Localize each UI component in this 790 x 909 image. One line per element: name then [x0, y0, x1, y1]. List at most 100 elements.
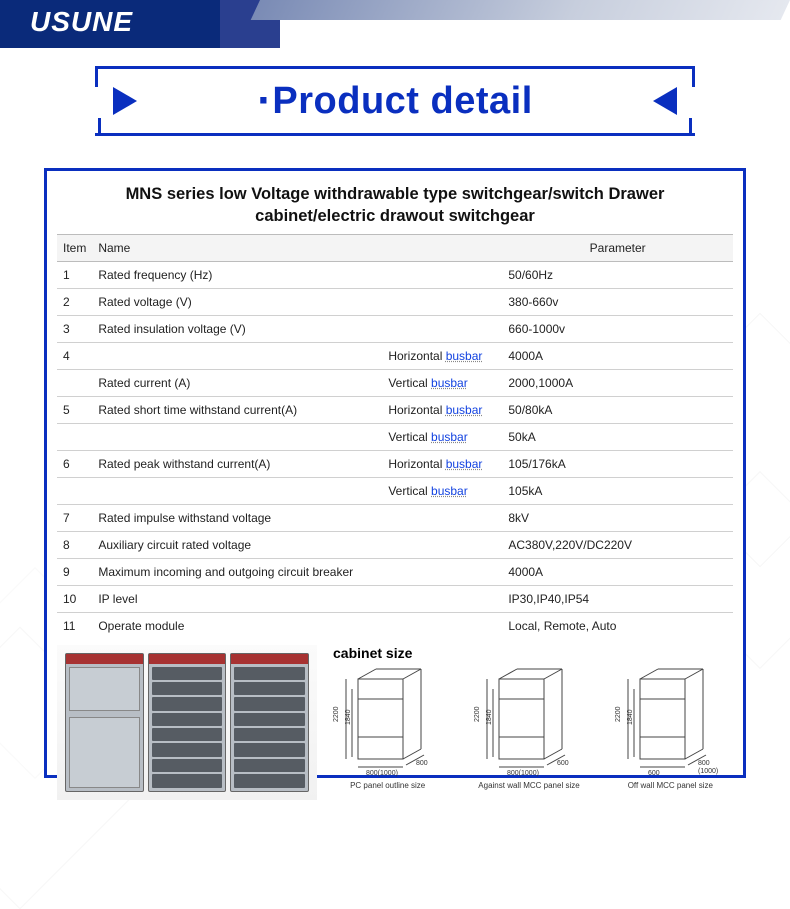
cell-param: 50/60Hz — [502, 261, 733, 288]
cell-sub: Horizontal busbar — [382, 342, 502, 369]
cell-name — [92, 342, 382, 369]
cell-sub — [382, 261, 502, 288]
banner-frame — [95, 66, 695, 136]
diagram-caption: Off wall MCC panel size — [610, 781, 730, 790]
cell-name: Rated current (A) — [92, 369, 382, 396]
cabinet-unit — [148, 653, 227, 792]
cell-sub — [382, 531, 502, 558]
table-header-row: Item Name Parameter — [57, 234, 733, 261]
dimension-svg: 2200 1840 800(1000) 600 — [469, 667, 589, 777]
cell-sub: Horizontal busbar — [382, 450, 502, 477]
svg-text:600: 600 — [557, 760, 569, 767]
cell-param: 105/176kA — [502, 450, 733, 477]
cabinet-photo — [57, 645, 317, 800]
busbar-link: busbar — [446, 349, 483, 363]
col-name: Name — [92, 234, 382, 261]
diagram-caption: Against wall MCC panel size — [469, 781, 589, 790]
cell-name — [92, 477, 382, 504]
busbar-link: busbar — [446, 457, 483, 471]
cell-item: 1 — [57, 261, 92, 288]
cell-sub — [382, 585, 502, 612]
svg-text:800: 800 — [698, 760, 710, 767]
table-row: 4 Horizontal busbar4000A — [57, 342, 733, 369]
cabinet-dimension-diagram: 2200 1840 800(1000) 800 PC panel outline… — [328, 667, 448, 790]
svg-text:(1000): (1000) — [698, 768, 718, 775]
table-row: 1Rated frequency (Hz)50/60Hz — [57, 261, 733, 288]
col-sub — [382, 234, 502, 261]
cell-name: Rated insulation voltage (V) — [92, 315, 382, 342]
cell-name: Operate module — [92, 612, 382, 639]
cabinet-dimension-diagram: 2200 1840 600 800 (1000) Off wall MCC pa… — [610, 667, 730, 790]
table-row: Rated current (A)Vertical busbar2000,100… — [57, 369, 733, 396]
table-row: 6Rated peak withstand current(A)Horizont… — [57, 450, 733, 477]
cell-sub: Vertical busbar — [382, 423, 502, 450]
cell-name: IP level — [92, 585, 382, 612]
cell-param: 50/80kA — [502, 396, 733, 423]
cell-sub: Horizontal busbar — [382, 396, 502, 423]
diagram-caption: PC panel outline size — [328, 781, 448, 790]
dimension-svg: 2200 1840 800(1000) 800 — [328, 667, 448, 777]
cell-item: 4 — [57, 342, 92, 369]
table-row: 5Rated short time withstand current(A)Ho… — [57, 396, 733, 423]
cell-name: Auxiliary circuit rated voltage — [92, 531, 382, 558]
busbar-link: busbar — [431, 376, 468, 390]
brand-logo: USUNE — [30, 6, 133, 38]
svg-text:800(1000): 800(1000) — [507, 770, 539, 777]
cabinet-dimension-diagram: 2200 1840 800(1000) 600 Against wall MCC… — [469, 667, 589, 790]
col-item: Item — [57, 234, 92, 261]
table-row: 7Rated impulse withstand voltage 8kV — [57, 504, 733, 531]
cell-sub: Vertical busbar — [382, 369, 502, 396]
cell-param: 660-1000v — [502, 315, 733, 342]
table-row: 11Operate module Local, Remote, Auto — [57, 612, 733, 639]
table-row: Vertical busbar50kA — [57, 423, 733, 450]
cell-sub — [382, 558, 502, 585]
cell-sub — [382, 612, 502, 639]
cell-param: AC380V,220V/DC220V — [502, 531, 733, 558]
cell-name: Rated impulse withstand voltage — [92, 504, 382, 531]
cell-param: 4000A — [502, 342, 733, 369]
figures-row: cabinet size 2200 1840 800(1000) 800 — [57, 645, 733, 800]
spec-box: MNS series low Voltage withdrawable type… — [44, 168, 746, 778]
table-row: 9Maximum incoming and outgoing circuit b… — [57, 558, 733, 585]
cell-sub — [382, 504, 502, 531]
cell-item: 2 — [57, 288, 92, 315]
svg-text:600: 600 — [648, 770, 660, 777]
busbar-link: busbar — [431, 430, 468, 444]
cell-item: 3 — [57, 315, 92, 342]
page-header: USUNE — [0, 0, 790, 48]
cell-item: 5 — [57, 396, 92, 423]
cell-param: 8kV — [502, 504, 733, 531]
spec-title: MNS series low Voltage withdrawable type… — [57, 181, 733, 234]
cell-param: 50kA — [502, 423, 733, 450]
cell-item — [57, 369, 92, 396]
cell-param: 380-660v — [502, 288, 733, 315]
cell-param: Local, Remote, Auto — [502, 612, 733, 639]
chevron-left-icon — [653, 87, 677, 115]
table-row: 2Rated voltage (V)380-660v — [57, 288, 733, 315]
cell-item: 6 — [57, 450, 92, 477]
cell-item — [57, 477, 92, 504]
cell-param: 4000A — [502, 558, 733, 585]
svg-text:1840: 1840 — [627, 709, 634, 725]
dimension-svg: 2200 1840 600 800 (1000) — [610, 667, 730, 777]
cell-item: 7 — [57, 504, 92, 531]
svg-text:1840: 1840 — [486, 709, 493, 725]
cell-param: 2000,1000A — [502, 369, 733, 396]
svg-text:800(1000): 800(1000) — [366, 770, 398, 777]
cell-item: 11 — [57, 612, 92, 639]
svg-text:800: 800 — [416, 760, 428, 767]
cell-name: Maximum incoming and outgoing circuit br… — [92, 558, 382, 585]
cabinet-size-block: cabinet size 2200 1840 800(1000) 800 — [325, 645, 733, 790]
cell-item — [57, 423, 92, 450]
svg-text:1840: 1840 — [345, 709, 352, 725]
svg-text:2200: 2200 — [474, 706, 481, 722]
cell-name — [92, 423, 382, 450]
cell-item: 9 — [57, 558, 92, 585]
cell-sub — [382, 288, 502, 315]
cabinet-unit — [65, 653, 144, 792]
spec-table: Item Name Parameter 1Rated frequency (Hz… — [57, 234, 733, 639]
cabinet-unit — [230, 653, 309, 792]
chevron-right-icon — [113, 87, 137, 115]
cell-param: 105kA — [502, 477, 733, 504]
busbar-link: busbar — [446, 403, 483, 417]
